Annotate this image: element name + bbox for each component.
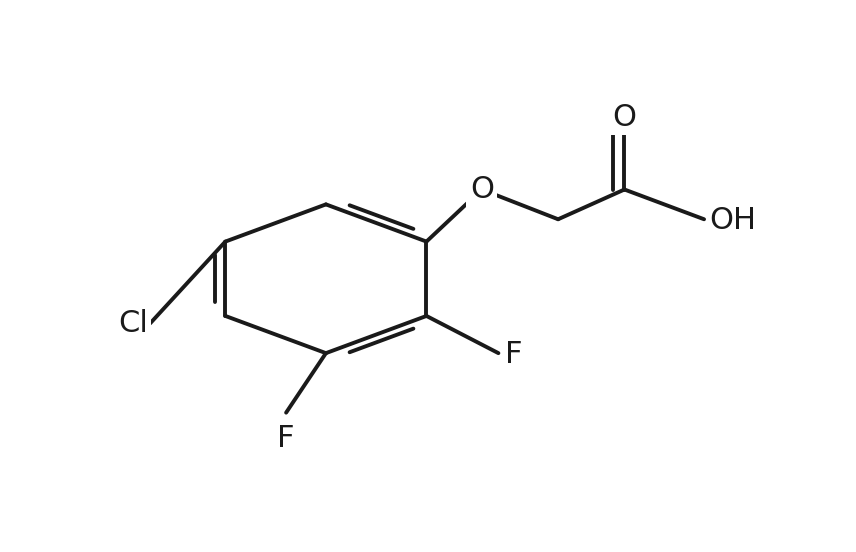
Text: OH: OH (710, 205, 757, 235)
Text: F: F (277, 424, 294, 453)
Text: O: O (470, 175, 494, 204)
Text: O: O (612, 103, 637, 132)
Text: F: F (505, 340, 522, 369)
Text: Cl: Cl (118, 309, 148, 338)
